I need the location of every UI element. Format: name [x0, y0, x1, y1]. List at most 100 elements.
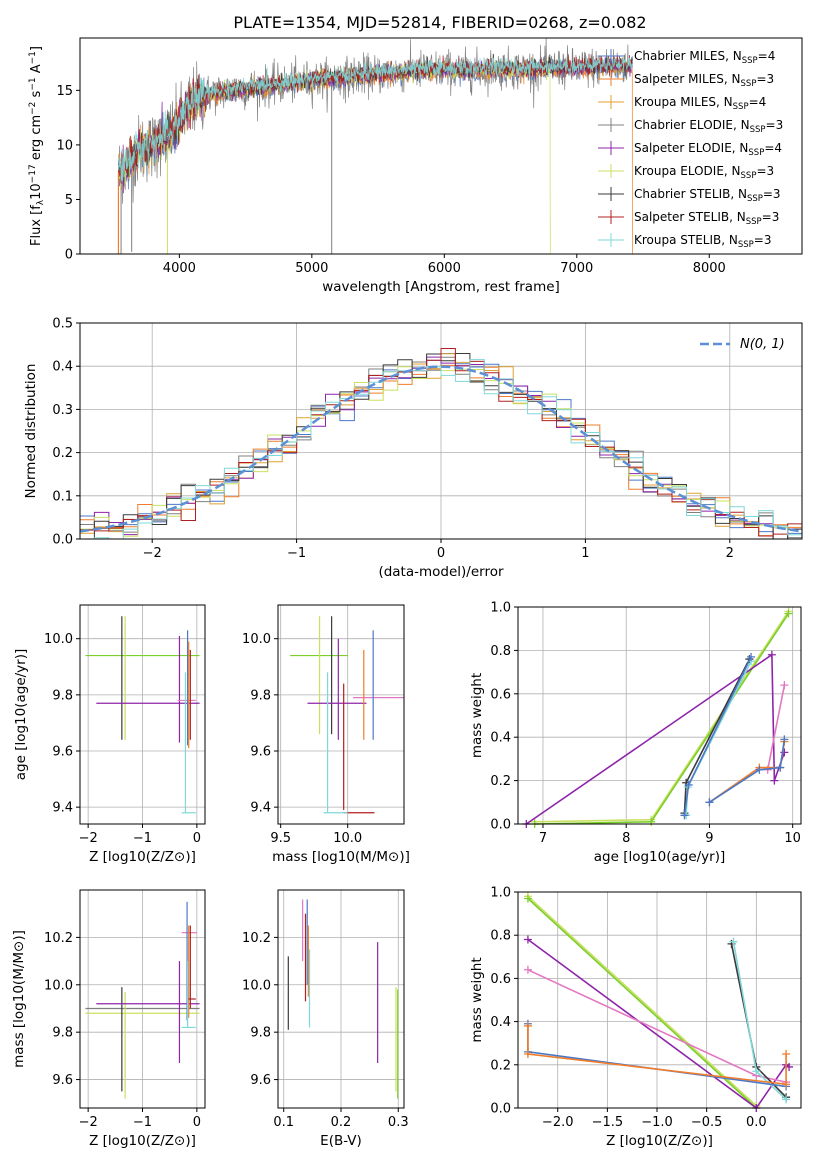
weight-line-8: [708, 739, 786, 803]
y-tick-label: 0.4: [52, 360, 73, 375]
weight-marker: [523, 1021, 532, 1030]
panel-age_vs_Z: −2 −1 0 9.4 9.6 9.8 10.0 Z [log10(Z/Z⊙)] age [lo…: [13, 604, 206, 865]
weight-marker: [523, 965, 532, 974]
x-tick-label: 4000: [163, 261, 196, 276]
weight-marker: [752, 1067, 761, 1076]
x-tick-label: 0: [193, 1115, 201, 1130]
weight-marker: [729, 937, 738, 946]
panel-residuals: −2 −1 0 1 2 0.0 0.1 0.2 0.3 0.4 0.5 (data-model)/er…: [23, 317, 803, 580]
x-tick-label: −2: [79, 831, 98, 846]
panel-age_vs_mass: 9.5 10.0 9.4 9.6 9.8 10.0 mass [log10(M/M⊙)]: [242, 604, 410, 865]
axes-frame: [79, 604, 206, 825]
y-tick-label: 9.8: [250, 1026, 271, 1041]
y-axis-label: mass weight: [469, 957, 485, 1042]
x-tick-label: 0.1: [273, 1115, 294, 1130]
y-tick-label: 9.6: [250, 745, 271, 760]
x-tick-label: 8: [622, 831, 630, 846]
y-tick-label: 0.8: [490, 929, 511, 944]
x-tick-label: 6000: [428, 261, 461, 276]
axes-frame: [277, 604, 405, 825]
y-tick-label: 9.8: [250, 688, 271, 703]
weight-line-2: [525, 653, 786, 825]
weight-marker: [523, 935, 532, 944]
normal-curve: [79, 365, 803, 533]
y-tick-label: 9.8: [52, 688, 73, 703]
x-tick-label: 9.5: [270, 831, 291, 846]
y-tick-label: 0.8: [490, 644, 511, 659]
weight-marker: [684, 780, 693, 789]
legend-label: Salpeter MILES, NSSP=3: [634, 72, 774, 89]
weight-line-7: [527, 1025, 787, 1086]
x-tick-label: −1: [287, 546, 306, 561]
y-axis-label: Flux [fλ10−17 erg cm−2 s−1 A−1]: [28, 46, 46, 246]
weight-line-0: [527, 895, 757, 1107]
y-tick-label: 1.0: [490, 886, 511, 901]
x-tick-label: −1: [133, 831, 152, 846]
x-axis-label: wavelength [Angstrom, rest frame]: [322, 279, 560, 295]
model-line-8: [118, 56, 633, 182]
weight-marker: [782, 1050, 791, 1058]
x-tick-label: 5000: [295, 261, 328, 276]
y-axis-label: mass [log10(M/M⊙)]: [11, 930, 27, 1068]
weight-line-6: [766, 684, 786, 770]
y-tick-label: 0.6: [490, 972, 511, 987]
weight-marker: [523, 894, 532, 903]
x-tick-label: −2: [143, 546, 162, 561]
weight-marker: [780, 681, 789, 690]
x-tick-label: −1.0: [641, 1115, 673, 1130]
x-tick-label: 2: [726, 546, 734, 561]
y-tick-label: 0.6: [490, 687, 511, 702]
weight-line-0: [534, 610, 790, 823]
y-tick-label: 0.3: [52, 403, 73, 418]
x-tick-label: 8000: [693, 261, 726, 276]
y-tick-label: 0.0: [490, 1102, 511, 1117]
x-tick-label: 0.3: [388, 1115, 409, 1130]
y-tick-label: 10.0: [242, 978, 271, 993]
weight-line-2: [527, 938, 790, 1110]
axes-frame: [277, 889, 405, 1109]
x-tick-label: 0.0: [746, 1115, 767, 1130]
y-tick-label: 9.6: [250, 1073, 271, 1088]
weight-marker: [780, 735, 789, 744]
y-tick-label: 10: [56, 138, 73, 153]
y-tick-label: 0.4: [490, 731, 511, 746]
y-tick-label: 9.6: [52, 1073, 73, 1088]
x-tick-label: 0: [437, 546, 445, 561]
panel-weight_vs_Z: −2.0 −1.5 −1.0 −0.5 0.0 0.0 0.2 0.4 0.6 0.8 1.0 Z […: [469, 886, 802, 1149]
legend-label: Salpeter STELIB, NSSP=3: [634, 210, 779, 227]
y-tick-label: 5: [65, 193, 73, 208]
panel-spectrum: 4000 5000 6000 7000 8000 0 5 10 15 wavelength [An…: [28, 37, 803, 295]
weight-marker: [747, 652, 756, 661]
axes-frame: [517, 891, 802, 1109]
y-tick-label: 0: [65, 248, 73, 263]
x-axis-label: Z [log10(Z/Z⊙)]: [606, 1133, 713, 1149]
weight-marker: [784, 609, 793, 618]
legend-label: Kroupa ELODIE, NSSP=3: [634, 164, 774, 181]
y-tick-label: 0.0: [52, 533, 73, 548]
weight-marker: [782, 1080, 791, 1089]
axes-frame: [79, 889, 206, 1109]
legend-label: N(0, 1): [740, 337, 785, 352]
x-tick-label: −2: [79, 1115, 98, 1130]
weight-marker: [776, 763, 785, 772]
x-tick-label: −1: [133, 1115, 152, 1130]
weight-line-3: [683, 658, 751, 814]
axes-frame: [79, 37, 803, 255]
axes-frame: [79, 322, 803, 540]
x-tick-label: 7000: [560, 261, 593, 276]
y-tick-label: 9.4: [250, 801, 271, 816]
y-tick-label: 10.0: [44, 978, 73, 993]
weight-marker: [705, 798, 714, 807]
x-tick-label: 0.2: [331, 1115, 352, 1130]
y-tick-label: 0.2: [490, 774, 511, 789]
weight-marker: [680, 811, 689, 820]
y-axis-label: Normed distribution: [23, 364, 39, 499]
y-axis-label: mass weight: [469, 673, 485, 758]
weight-marker: [770, 776, 779, 785]
x-axis-label: E(B-V): [320, 1133, 362, 1149]
x-tick-label: 1: [581, 546, 589, 561]
weight-marker: [782, 1095, 791, 1104]
x-axis-label: age [log10(age/yr)]: [594, 849, 726, 865]
legend: Chabrier MILES, NSSP=4 Salpeter MILES, NS…: [598, 49, 783, 250]
